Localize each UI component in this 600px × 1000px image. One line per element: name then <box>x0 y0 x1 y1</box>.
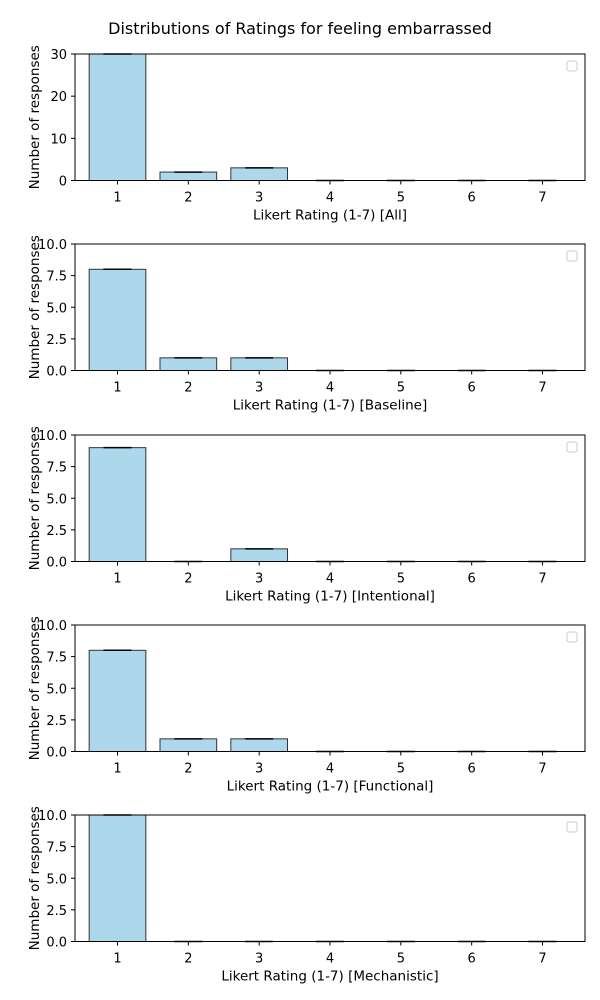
y-tick-label: 0.0 <box>46 365 67 380</box>
x-axis-label: Likert Rating (1-7) [Mechanistic] <box>221 969 438 985</box>
x-tick-label: 5 <box>397 952 405 967</box>
x-tick-label: 7 <box>538 381 546 396</box>
y-axis-label: Number of responses <box>27 235 43 379</box>
x-tick-label: 1 <box>113 381 121 396</box>
x-tick-label: 7 <box>538 191 546 206</box>
bar-3 <box>230 548 288 562</box>
x-tick-label: 3 <box>255 952 263 967</box>
y-tick-label: 0.0 <box>46 556 67 571</box>
panels: 1 2 3 4 5 6 7 0 10 20 30 Likert Rating (1-7) [All] N… <box>27 45 586 985</box>
y-tick-label: 10.0 <box>38 809 67 824</box>
axes-frame <box>74 243 586 371</box>
axes-frame <box>74 434 586 562</box>
y-tick-label: 7.5 <box>46 841 67 856</box>
x-axis-label: Likert Rating (1-7) [Intentional] <box>225 589 435 605</box>
legend-box <box>566 631 578 643</box>
y-tick-label: 10.0 <box>38 619 67 634</box>
x-tick-label: 4 <box>326 191 334 206</box>
y-axis-label: Number of responses <box>27 806 43 950</box>
bar-1 <box>88 268 147 371</box>
x-tick-label: 3 <box>255 191 263 206</box>
panel-3: 1 2 3 4 5 6 7 0.0 2.5 5.0 7.5 10.0 Likert Rating (1-… <box>27 426 586 605</box>
x-tick-label: 7 <box>538 762 546 777</box>
y-tick-label: 5.0 <box>46 872 67 887</box>
legend-box <box>566 821 578 833</box>
y-tick-label: 10.0 <box>38 238 67 253</box>
x-tick-label: 5 <box>397 191 405 206</box>
x-tick-label: 1 <box>113 572 121 587</box>
axes-frame <box>74 53 586 181</box>
y-axis-label: Number of responses <box>27 45 43 189</box>
y-tick-label: 10 <box>50 132 67 147</box>
x-tick-label: 5 <box>397 381 405 396</box>
panel-4: 1 2 3 4 5 6 7 0.0 2.5 5.0 7.5 10.0 Likert Rating (1-… <box>27 616 586 795</box>
bar-2 <box>159 738 218 752</box>
x-axis-label: Likert Rating (1-7) [Baseline] <box>233 398 428 414</box>
bar-2 <box>159 171 218 182</box>
x-tick-label: 1 <box>113 191 121 206</box>
x-tick-label: 4 <box>326 572 334 587</box>
x-tick-label: 3 <box>255 762 263 777</box>
bar-3 <box>230 167 288 182</box>
bar-2 <box>159 357 218 372</box>
bar-1 <box>88 814 147 942</box>
x-tick-label: 6 <box>468 191 476 206</box>
y-tick-label: 10.0 <box>38 429 67 444</box>
y-axis-label: Number of responses <box>27 616 43 760</box>
x-tick-label: 2 <box>184 762 192 777</box>
bar-1 <box>88 53 147 181</box>
x-tick-label: 6 <box>468 952 476 967</box>
x-axis-label: Likert Rating (1-7) [All] <box>253 208 407 224</box>
x-tick-label: 5 <box>397 762 405 777</box>
y-tick-label: 0 <box>59 175 67 190</box>
bar-3 <box>230 738 288 752</box>
x-tick-label: 6 <box>468 572 476 587</box>
panel-5: 1 2 3 4 5 6 7 0.0 2.5 5.0 7.5 10.0 Likert Rating (1-… <box>27 806 586 985</box>
x-tick-label: 4 <box>326 952 334 967</box>
bar-1 <box>88 447 147 562</box>
x-tick-label: 3 <box>255 572 263 587</box>
x-tick-label: 2 <box>184 952 192 967</box>
x-axis-label: Likert Rating (1-7) [Functional] <box>227 779 434 795</box>
x-tick-label: 5 <box>397 572 405 587</box>
y-tick-label: 2.5 <box>46 904 67 919</box>
y-tick-label: 2.5 <box>46 524 67 539</box>
panel-1: 1 2 3 4 5 6 7 0 10 20 30 Likert Rating (1-7) [All] N… <box>27 45 586 224</box>
figure-title: Distributions of Ratings for feeling emb… <box>108 19 492 38</box>
y-tick-label: 7.5 <box>46 651 67 666</box>
legend-box <box>566 60 578 72</box>
y-tick-label: 2.5 <box>46 714 67 729</box>
y-tick-label: 20 <box>50 90 67 105</box>
x-tick-label: 4 <box>326 762 334 777</box>
x-tick-label: 7 <box>538 952 546 967</box>
y-tick-label: 2.5 <box>46 333 67 348</box>
x-tick-label: 1 <box>113 952 121 967</box>
x-tick-label: 2 <box>184 191 192 206</box>
legend-box <box>566 441 578 453</box>
y-tick-label: 5.0 <box>46 682 67 697</box>
axes-frame <box>74 814 586 942</box>
x-tick-label: 6 <box>468 381 476 396</box>
x-tick-label: 7 <box>538 572 546 587</box>
x-tick-label: 3 <box>255 381 263 396</box>
y-tick-label: 7.5 <box>46 461 67 476</box>
y-tick-label: 5.0 <box>46 492 67 507</box>
x-tick-label: 6 <box>468 762 476 777</box>
y-tick-label: 0.0 <box>46 936 67 951</box>
x-tick-label: 2 <box>184 572 192 587</box>
y-tick-label: 5.0 <box>46 301 67 316</box>
y-tick-label: 0.0 <box>46 746 67 761</box>
x-tick-label: 4 <box>326 381 334 396</box>
bar-1 <box>88 649 147 752</box>
panel-2: 1 2 3 4 5 6 7 0.0 2.5 5.0 7.5 10.0 Likert Rating (1-… <box>27 235 586 414</box>
y-tick-label: 30 <box>50 48 67 63</box>
y-tick-label: 7.5 <box>46 270 67 285</box>
legend-box <box>566 250 578 262</box>
y-axis-label: Number of responses <box>27 426 43 570</box>
axes-frame <box>74 624 586 752</box>
bar-3 <box>230 357 288 372</box>
x-tick-label: 1 <box>113 762 121 777</box>
x-tick-label: 2 <box>184 381 192 396</box>
